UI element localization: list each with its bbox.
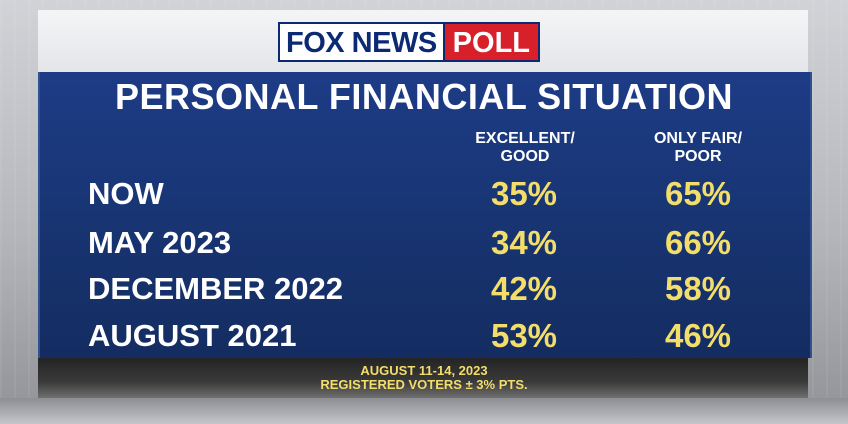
survey-sample-note: REGISTERED VOTERS ± 3% PTS. bbox=[320, 377, 528, 392]
value-now-excellent-good: 35% bbox=[490, 175, 558, 212]
value-december-2022-excellent-good: 42% bbox=[490, 270, 558, 307]
chart-title: PERSONAL FINANCIAL SITUATION bbox=[114, 76, 734, 117]
footer-bar bbox=[38, 358, 808, 398]
value-now-fair-poor: 65% bbox=[664, 175, 732, 212]
row-label-december-2022: DECEMBER 2022 bbox=[88, 271, 343, 306]
poll-panel bbox=[38, 72, 812, 358]
survey-dates: AUGUST 11-14, 2023 bbox=[360, 363, 488, 378]
logo-poll: POLL bbox=[442, 22, 541, 62]
row-label-august-2021: AUGUST 2021 bbox=[88, 318, 297, 353]
value-august-2021-fair-poor: 46% bbox=[664, 317, 732, 354]
column-header-line: EXCELLENT/ bbox=[475, 130, 575, 147]
value-december-2022-fair-poor: 58% bbox=[664, 270, 732, 307]
bottom-fade bbox=[0, 398, 848, 424]
fox-news-poll-logo: FOX NEWS POLL bbox=[278, 22, 541, 62]
column-header-line: ONLY FAIR/ bbox=[653, 130, 743, 147]
value-august-2021-excellent-good: 53% bbox=[490, 317, 558, 354]
column-header-line: GOOD bbox=[500, 148, 550, 165]
value-may-2023-excellent-good: 34% bbox=[490, 224, 558, 261]
row-label-now: NOW bbox=[88, 176, 164, 211]
value-may-2023-fair-poor: 66% bbox=[664, 224, 732, 261]
logo-fox-news: FOX NEWS bbox=[278, 22, 443, 62]
column-header-line: POOR bbox=[674, 148, 722, 165]
column-header-excellent-good: EXCELLENT/ GOOD bbox=[460, 130, 590, 166]
column-header-fair-poor: ONLY FAIR/ POOR bbox=[633, 130, 763, 166]
row-label-may-2023: MAY 2023 bbox=[88, 225, 232, 260]
